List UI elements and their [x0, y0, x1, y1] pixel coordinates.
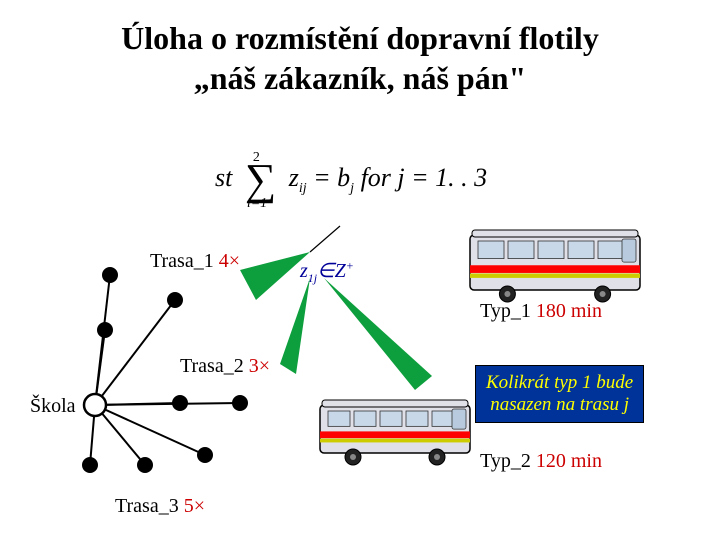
green-triangles: [240, 252, 432, 390]
diagram-canvas: [0, 0, 720, 540]
bus-type2-icon: [320, 400, 470, 465]
graph-edges: [90, 275, 240, 465]
bus-type1-icon: [470, 230, 640, 302]
formula-connector-line: [310, 226, 340, 252]
